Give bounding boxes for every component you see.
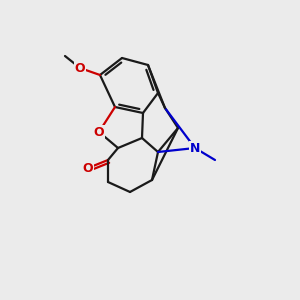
- Text: O: O: [75, 61, 85, 74]
- Text: O: O: [83, 161, 93, 175]
- Text: N: N: [190, 142, 200, 154]
- Text: O: O: [94, 125, 104, 139]
